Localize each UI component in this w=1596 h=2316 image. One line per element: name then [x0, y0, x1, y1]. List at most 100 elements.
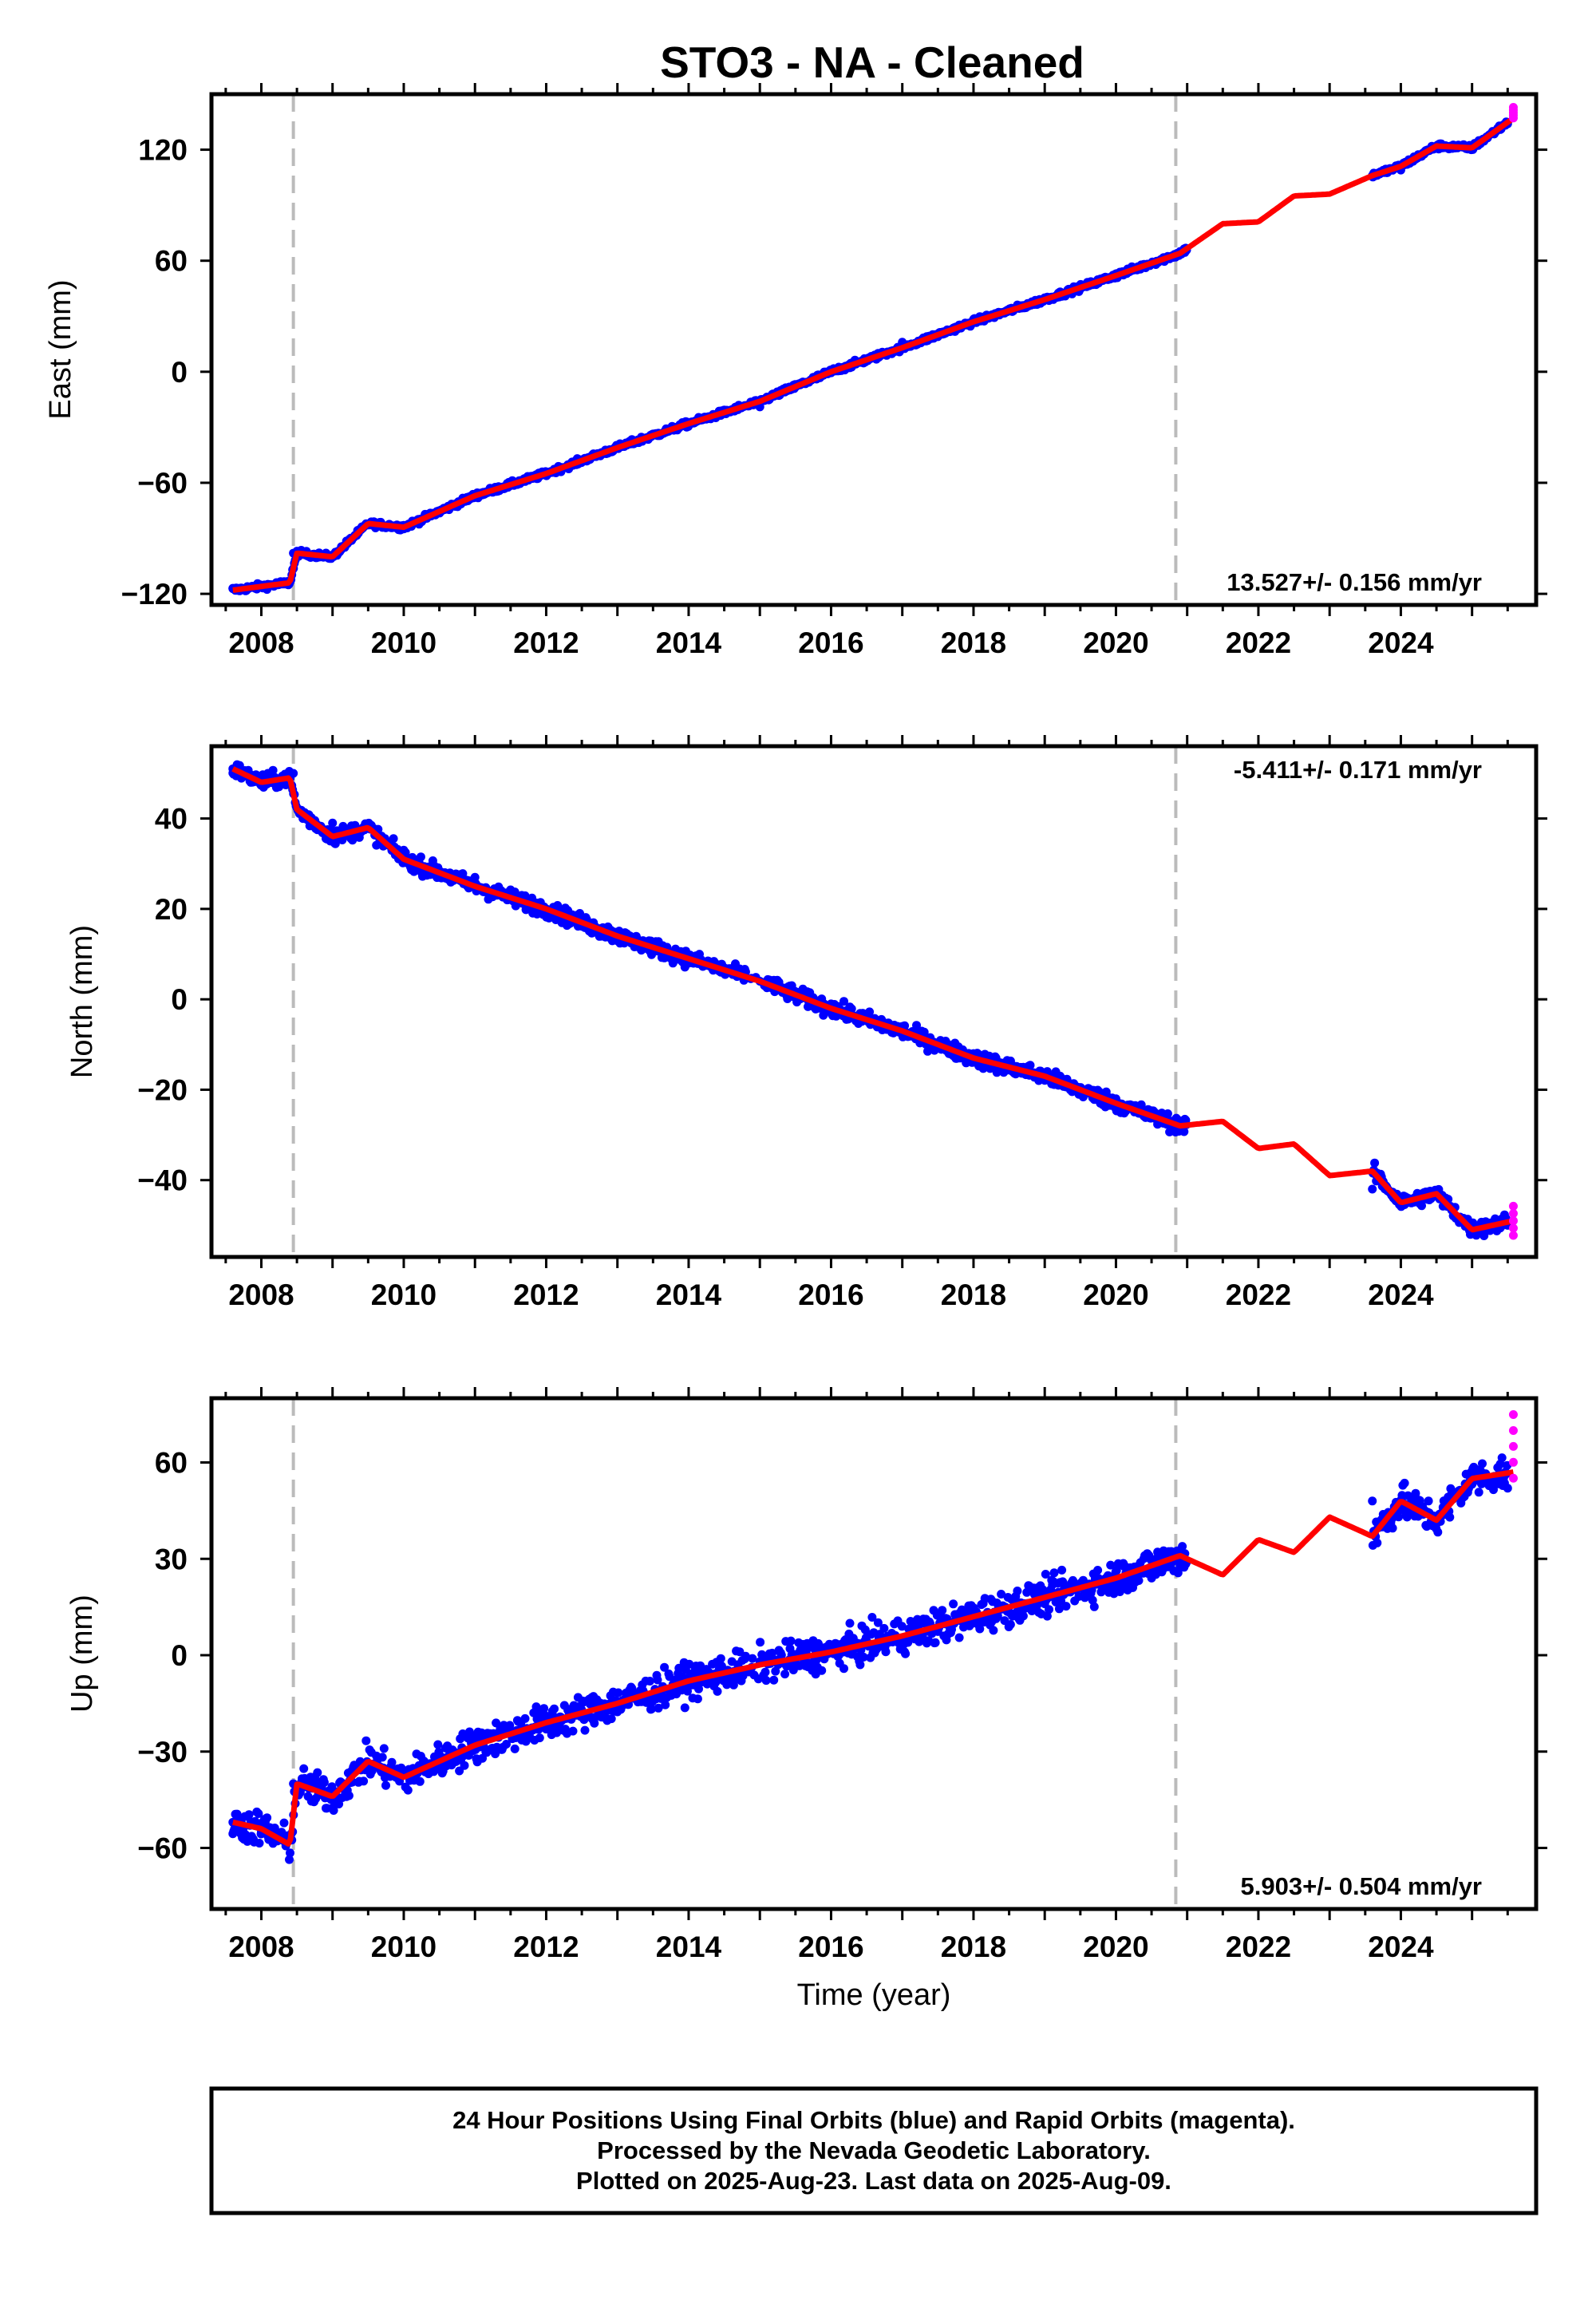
north-plot-frame [209, 744, 1539, 1259]
north-data-point [416, 852, 425, 862]
up-data-point [997, 1590, 1006, 1599]
up-rapid-orbit-point [1508, 1441, 1518, 1451]
up-data-point [845, 1618, 855, 1628]
up-plot-frame [209, 1396, 1539, 1911]
up-data-point [1394, 1512, 1404, 1522]
up-final-orbit-point [1503, 1484, 1512, 1493]
x-axis-label: Time (year) [797, 1978, 951, 2012]
up-data-point [1112, 1566, 1121, 1575]
up-data-point [1178, 1542, 1187, 1551]
north-y-tick-label: 0 [171, 983, 188, 1016]
north-data-point [865, 1007, 875, 1017]
up-data-point [381, 1780, 390, 1790]
up-final-orbits-points [228, 1453, 1512, 1864]
up-data-point [741, 1651, 750, 1661]
up-data-point [361, 1736, 371, 1745]
up-data-point [270, 1824, 279, 1832]
up-data-point [344, 1791, 354, 1800]
north-final-orbit-point [1368, 1184, 1377, 1194]
up-data-point [1049, 1568, 1059, 1578]
east-rapid-orbits-points [1508, 103, 1518, 123]
north-x-tick-label: 2014 [656, 1279, 722, 1311]
up-data-point [1106, 1560, 1116, 1570]
up-data-point [1041, 1570, 1050, 1579]
up-data-point [1134, 1576, 1144, 1585]
up-data-point [786, 1636, 796, 1646]
up-data-point [1054, 1604, 1064, 1614]
north-data-point [458, 869, 468, 879]
up-rapid-orbits-points [1508, 1410, 1518, 1483]
up-data-point [606, 1714, 616, 1724]
east-x-tick-label: 2018 [941, 626, 1006, 659]
up-data-point [1433, 1528, 1443, 1537]
up-data-point [760, 1667, 770, 1677]
up-data-point [1005, 1620, 1015, 1629]
up-y-tick-label: 0 [171, 1639, 188, 1672]
up-data-point [535, 1733, 544, 1743]
up-data-point [520, 1713, 530, 1723]
up-data-point [377, 1753, 387, 1762]
up-data-point [1013, 1587, 1022, 1595]
up-data-point [1411, 1488, 1420, 1498]
up-data-point [769, 1675, 779, 1685]
north-rate-label: -5.411+/- 0.171 mm/yr [1234, 756, 1482, 784]
up-data-point [674, 1663, 684, 1673]
up-data-point [780, 1670, 790, 1679]
up-data-point [244, 1810, 254, 1820]
up-data-point [1497, 1453, 1507, 1463]
up-data-point [614, 1688, 623, 1697]
up-x-tick-label: 2018 [941, 1931, 1006, 1963]
north-rapid-orbit-point [1508, 1223, 1518, 1233]
up-data-point [319, 1777, 329, 1787]
up-data-point [359, 1777, 369, 1786]
east-ticks [200, 83, 1547, 616]
up-data-point [860, 1625, 870, 1634]
up-data-point [748, 1654, 757, 1663]
north-y-tick-label: 20 [155, 893, 188, 926]
north-rapid-orbit-point [1508, 1216, 1518, 1226]
east-y-tick-label: −60 [137, 467, 188, 500]
up-data-point [881, 1647, 891, 1657]
up-data-point [761, 1676, 771, 1686]
up-data-point [660, 1662, 670, 1672]
up-data-point [713, 1686, 722, 1696]
up-data-point [645, 1677, 654, 1686]
east-x-tick-label: 2024 [1368, 626, 1434, 659]
up-data-point [1089, 1602, 1099, 1611]
north-rapid-orbits-points [1508, 1201, 1518, 1240]
north-data-point [1025, 1061, 1035, 1070]
up-model-curve [231, 1469, 1515, 1847]
north-data-point [919, 1027, 929, 1037]
up-data-point [1388, 1524, 1397, 1533]
up-x-tick-label: 2022 [1226, 1931, 1291, 1963]
up-data-point [313, 1768, 322, 1777]
footer-line-2: Processed by the Nevada Geodetic Laborat… [597, 2136, 1151, 2164]
north-x-tick-label: 2012 [513, 1279, 579, 1311]
chart-title: STO3 - NA - Cleaned [660, 38, 1084, 87]
north-x-tick-label: 2024 [1368, 1279, 1434, 1311]
footer-line-1: 24 Hour Positions Using Final Orbits (bl… [452, 2106, 1295, 2134]
east-y-tick-label: 120 [138, 134, 188, 167]
up-data-point [938, 1606, 947, 1615]
north-data-point [1163, 1109, 1172, 1118]
up-data-point [975, 1624, 985, 1634]
up-y-axis-label: Up (mm) [65, 1595, 99, 1713]
up-data-point [415, 1777, 425, 1786]
up-data-point [510, 1744, 519, 1753]
north-final-orbit-point [399, 845, 409, 855]
up-data-point [379, 1744, 389, 1753]
up-data-point [879, 1623, 889, 1633]
up-data-point [993, 1611, 1002, 1621]
north-final-orbit-point [289, 769, 298, 778]
up-data-point [1424, 1496, 1433, 1506]
up-data-point [1400, 1478, 1409, 1488]
up-data-point [329, 1806, 338, 1815]
east-y-axis-label: East (mm) [44, 279, 77, 419]
up-data-point [505, 1721, 515, 1730]
up-x-tick-label: 2008 [228, 1931, 294, 1963]
up-final-orbit-point [1175, 1560, 1185, 1570]
up-data-point [279, 1818, 289, 1828]
north-rapid-orbit-point [1508, 1231, 1518, 1240]
east-panel: 2008 2010 2012 2014 2016 2018 2020 2022 2024 −120… [44, 83, 1547, 659]
up-data-point [954, 1633, 964, 1642]
